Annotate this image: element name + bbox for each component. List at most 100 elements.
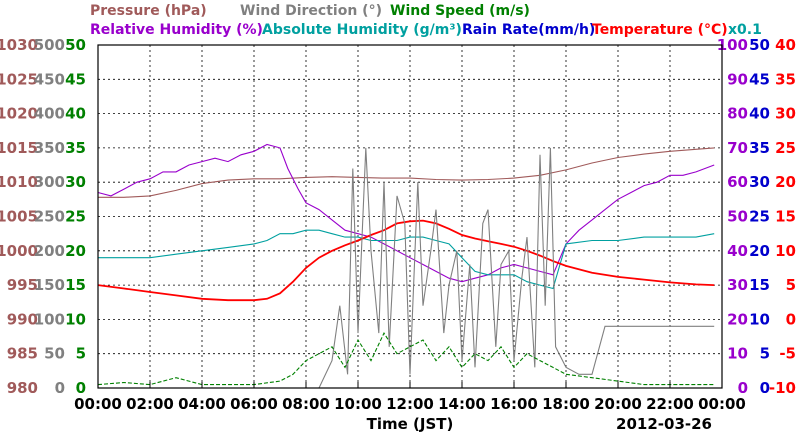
temperature-tick-label: -10 [769,379,796,397]
x-tick-label: 10:00 [334,395,382,413]
pressure-tick-label: 1005 [0,208,38,226]
rain-rate-tick-label: 45 [749,70,770,88]
pressure-tick-label: 1020 [0,105,38,123]
legend-item: Wind Direction (°) [240,3,382,19]
x-tick-label: 00:00 [698,395,746,413]
humidity-tick-label: 40 [727,242,748,260]
legend-item: Wind Speed (m/s) [390,3,530,19]
legend-item: Rain Rate(mm/h) [462,22,595,38]
humidity-tick-label: 100 [717,36,748,54]
rain-rate-tick-label: 15 [749,276,770,294]
pressure-tick-label: 1010 [0,173,38,191]
wind-direction-tick-label: 350 [34,139,65,157]
rain-rate-tick-label: 35 [749,139,770,157]
wind-direction-tick-label: 500 [34,36,65,54]
humidity-tick-label: 10 [727,345,748,363]
series-line-humidity [98,229,715,290]
humidity-tick-label: 50 [727,208,748,226]
legend-item: Pressure (hPa) [90,3,207,19]
temperature-tick-label: -5 [779,345,796,363]
x-tick-label: 22:00 [646,395,694,413]
temperature-tick-label: 15 [775,208,796,226]
wind-speed-tick-label: 0 [76,379,86,397]
x-tick-label: 00:00 [74,395,122,413]
humidity-tick-label: 0 [738,379,748,397]
temperature-tick-label: 0 [786,310,796,328]
legend-item: Temperature (°C) [592,22,728,38]
grid [98,45,722,388]
pressure-tick-label: 990 [7,310,38,328]
x-axis: 00:00 02:00 04:00 06:00 08:00 10:00 12:00 14:00… [74,395,746,413]
legend-item: Relative Humidity (%) [90,22,263,38]
rain-rate-tick-label: 10 [749,310,770,328]
series-line-pressure [98,147,715,198]
wind-direction-tick-label: 400 [34,105,65,123]
x-tick-label: 02:00 [126,395,174,413]
right-axes: 1009080706050403020100504540353025201510… [717,36,796,397]
wind-speed-tick-label: 45 [65,70,86,88]
series-line-wind-speed [97,331,715,386]
humidity-tick-label: 60 [727,173,748,191]
series-line-humidity [97,143,715,283]
series-line-wind-direction [318,147,715,389]
rain-rate-tick-label: 50 [749,36,770,54]
pressure-tick-label: 1025 [0,70,38,88]
humidity-tick-label: 20 [727,310,748,328]
x-tick-label: 16:00 [490,395,538,413]
wind-speed-tick-label: 25 [65,208,86,226]
legend-item: Absolute Humidity (g/m³) [262,22,462,38]
series-line-temperature [97,219,715,302]
wind-speed-tick-label: 15 [65,276,86,294]
wind-speed-tick-label: 50 [65,36,86,54]
legend: Pressure (hPa) Wind Direction (°) Wind Spe… [90,3,762,38]
temperature-tick-label: 30 [775,105,796,123]
wind-direction-tick-label: 50 [44,345,65,363]
rain-rate-tick-label: 0 [760,379,770,397]
x-tick-label: 20:00 [594,395,642,413]
plot-frame [97,44,723,389]
wind-direction-tick-label: 200 [34,242,65,260]
pressure-tick-label: 980 [7,379,38,397]
x-tick-label: 14:00 [438,395,486,413]
wind-speed-tick-label: 40 [65,105,86,123]
wind-direction-tick-label: 250 [34,208,65,226]
wind-direction-tick-label: 150 [34,276,65,294]
wind-speed-tick-label: 35 [65,139,86,157]
x-axis-label: Time (JST) [367,415,454,433]
wind-speed-tick-label: 5 [76,345,86,363]
rain-rate-tick-label: 20 [749,242,770,260]
temperature-tick-label: 5 [786,276,796,294]
left-axes: 1030102510201015101010051000995990985980… [0,36,86,397]
temperature-tick-label: 20 [775,173,796,191]
humidity-tick-label: 70 [727,139,748,157]
temperature-tick-label: 10 [775,242,796,260]
wind-speed-tick-label: 30 [65,173,86,191]
temperature-tick-label: 40 [775,36,796,54]
temperature-tick-label: 25 [775,139,796,157]
pressure-tick-label: 1030 [0,36,38,54]
pressure-tick-label: 985 [7,345,38,363]
rain-rate-tick-label: 5 [760,345,770,363]
chart-date: 2012-03-26 [616,415,712,433]
x-tick-label: 08:00 [282,395,330,413]
pressure-tick-label: 1000 [0,242,38,260]
wind-speed-tick-label: 10 [65,310,86,328]
x-tick-label: 04:00 [178,395,226,413]
wind-direction-tick-label: 300 [34,173,65,191]
wind-direction-tick-label: 100 [34,310,65,328]
wind-direction-tick-label: 450 [34,70,65,88]
pressure-tick-label: 1015 [0,139,38,157]
wind-direction-tick-label: 0 [55,379,65,397]
rain-rate-tick-label: 40 [749,105,770,123]
x-tick-label: 06:00 [230,395,278,413]
humidity-tick-label: 30 [727,276,748,294]
series [97,143,722,389]
humidity-tick-label: 90 [727,70,748,88]
wind-speed-tick-label: 20 [65,242,86,260]
x-tick-label: 18:00 [542,395,590,413]
temperature-tick-label: 35 [775,70,796,88]
x-tick-label: 12:00 [386,395,434,413]
rain-rate-tick-label: 30 [749,173,770,191]
humidity-tick-label: 80 [727,105,748,123]
